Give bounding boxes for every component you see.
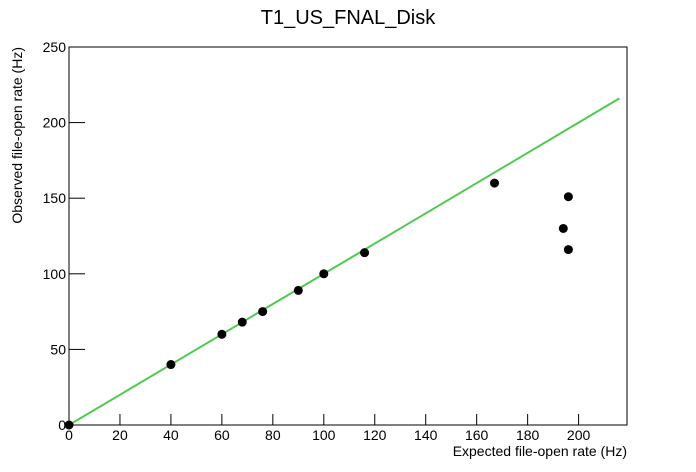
x-tick-label: 100 bbox=[312, 427, 336, 443]
x-tick-label: 0 bbox=[65, 427, 73, 443]
data-point bbox=[293, 285, 303, 295]
x-axis-label: Expected file-open rate (Hz) bbox=[453, 443, 627, 459]
x-tick-label: 20 bbox=[112, 427, 128, 443]
x-tick-label: 180 bbox=[516, 427, 540, 443]
x-tick-label: 160 bbox=[465, 427, 489, 443]
data-point bbox=[217, 329, 227, 339]
x-tick-label: 80 bbox=[265, 427, 281, 443]
fit-line bbox=[68, 97, 620, 426]
data-point bbox=[563, 192, 573, 202]
y-tick-label: 100 bbox=[43, 266, 67, 282]
y-tick-label: 50 bbox=[50, 341, 66, 357]
chart-title: T1_US_FNAL_Disk bbox=[261, 7, 437, 29]
data-point bbox=[64, 420, 74, 430]
x-tick-label: 140 bbox=[414, 427, 438, 443]
x-tick-label: 120 bbox=[363, 427, 387, 443]
y-tick-label: 150 bbox=[43, 190, 67, 206]
data-point bbox=[319, 269, 329, 279]
data-point bbox=[360, 248, 370, 258]
y-tick-label: 200 bbox=[43, 115, 67, 131]
x-tick-label: 60 bbox=[214, 427, 230, 443]
data-point bbox=[166, 360, 176, 370]
y-tick-label: 0 bbox=[58, 417, 66, 433]
data-point bbox=[237, 317, 247, 327]
data-point bbox=[490, 178, 500, 188]
data-point bbox=[558, 223, 568, 233]
x-tick-label: 200 bbox=[567, 427, 591, 443]
data-point bbox=[258, 307, 268, 317]
y-axis-label: Observed file-open rate (Hz) bbox=[9, 47, 25, 224]
y-tick-label: 250 bbox=[43, 39, 67, 55]
plot-frame bbox=[68, 46, 628, 426]
x-tick-label: 40 bbox=[163, 427, 179, 443]
data-point bbox=[563, 245, 573, 255]
